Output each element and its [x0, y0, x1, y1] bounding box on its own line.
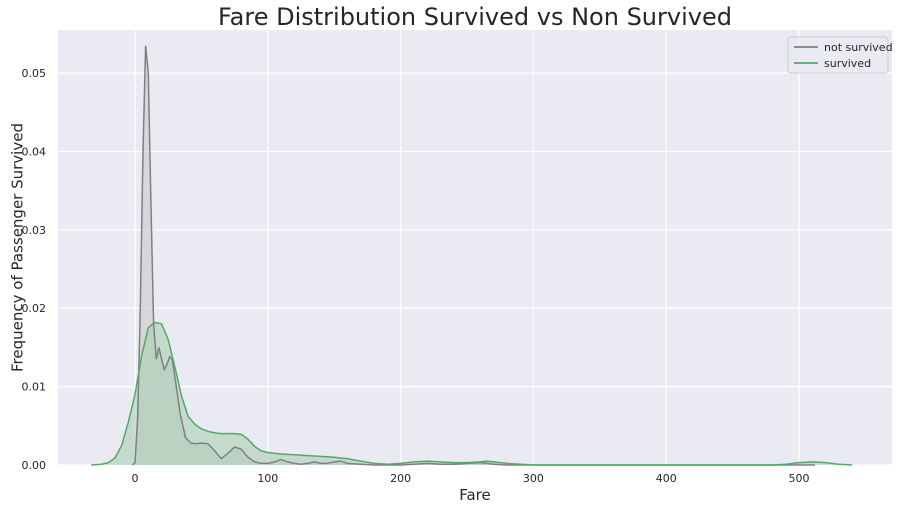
y-tick-labels: 0.00 0.01 0.02 0.03 0.04 0.05: [22, 67, 47, 472]
x-tick-label: 100: [257, 472, 278, 485]
legend-label-survived: survived: [824, 57, 871, 70]
series-lines: [91, 45, 853, 466]
line-survived: [91, 321, 853, 466]
y-axis-title: Frequency of Passenger Survived: [9, 123, 27, 372]
legend-label-not-survived: not survived: [824, 41, 893, 54]
y-tick-label: 0.05: [22, 67, 47, 80]
y-tick-label: 0.00: [22, 459, 47, 472]
y-tick-label: 0.02: [22, 302, 47, 315]
x-tick-label: 500: [789, 472, 810, 485]
x-tick-label: 0: [132, 472, 139, 485]
chart-title: Fare Distribution Survived vs Non Surviv…: [218, 3, 732, 31]
plot-background: [58, 30, 892, 465]
area-survived: [91, 322, 853, 465]
x-axis-title: Fare: [459, 486, 491, 504]
x-tick-labels: 0 100 200 300 400 500: [132, 472, 810, 485]
y-tick-label: 0.03: [22, 224, 47, 237]
y-tick-label: 0.01: [22, 381, 47, 394]
legend: not survived survived: [787, 36, 893, 74]
x-tick-label: 200: [390, 472, 411, 485]
x-tick-label: 400: [656, 472, 677, 485]
legend-box: [787, 36, 889, 74]
x-tick-label: 300: [523, 472, 544, 485]
series-areas: [91, 45, 853, 465]
line-not-survived: [131, 45, 815, 466]
y-tick-label: 0.04: [22, 145, 47, 158]
